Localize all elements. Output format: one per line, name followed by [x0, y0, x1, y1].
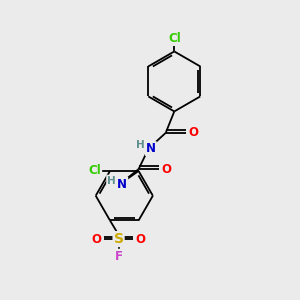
Text: N: N [146, 142, 156, 155]
Text: H: H [136, 140, 145, 150]
Text: O: O [162, 163, 172, 176]
Text: Cl: Cl [88, 164, 101, 178]
Text: O: O [92, 232, 102, 245]
Text: H: H [107, 176, 116, 186]
Text: O: O [136, 232, 146, 245]
Text: S: S [114, 232, 124, 246]
Text: F: F [115, 250, 123, 263]
Text: N: N [117, 178, 127, 190]
Text: O: O [189, 126, 199, 140]
Text: Cl: Cl [168, 32, 181, 45]
